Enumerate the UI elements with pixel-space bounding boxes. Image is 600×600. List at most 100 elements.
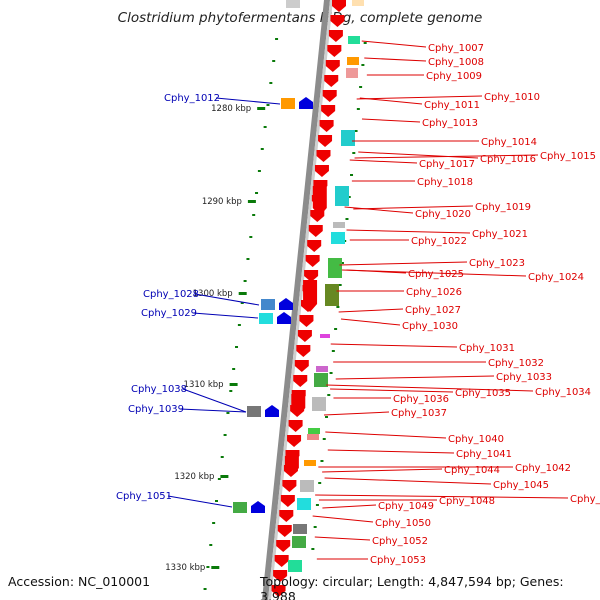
gene-label: Cphy_1014: [481, 137, 537, 148]
ruler-dot: [220, 456, 224, 458]
gene-label: Cphy_1044: [444, 465, 500, 476]
gene-arrow-reverse: [299, 97, 313, 109]
scale-label: 1310 kbp: [184, 380, 224, 390]
ruler-dot: [260, 148, 264, 150]
domain-block: [333, 222, 345, 228]
scale-tick: [257, 107, 266, 110]
scale-tick: [229, 383, 238, 386]
ruler-dot: [206, 566, 210, 568]
domain-block: [320, 334, 330, 338]
scale-label: 1330 kbp: [165, 563, 205, 573]
track-dot: [354, 130, 358, 132]
leader-line: [312, 515, 374, 523]
gene-label: Cphy_1033: [496, 372, 552, 383]
leader-line-left: [179, 408, 247, 413]
domain-block: [347, 57, 359, 65]
gene-label: Cphy_1011: [424, 100, 480, 111]
ruler-dot: [243, 280, 247, 282]
gene-arrow-forward: [318, 135, 333, 147]
gene-arrow-forward: [276, 540, 291, 552]
track-dot: [315, 504, 319, 506]
leader-line: [338, 308, 404, 313]
gene-label: Cphy_1046: [570, 494, 600, 505]
gene-arrow-forward: [271, 585, 286, 597]
leader-line: [325, 431, 447, 439]
track-dot: [325, 416, 329, 418]
leader-line: [346, 229, 471, 234]
gene-label: Cphy_1024: [528, 272, 584, 283]
leader-line: [330, 388, 454, 393]
ruler-dot: [229, 390, 233, 392]
gene-label: Cphy_1037: [391, 408, 447, 419]
leader-line: [340, 318, 401, 326]
gene-arrow-forward: [274, 555, 289, 567]
track-dot: [361, 64, 365, 66]
gene-label-left: Cphy_1012: [164, 93, 220, 104]
track-dot: [338, 284, 342, 286]
gene-label-left: Cphy_1039: [128, 404, 184, 415]
gene-label: Cphy_1040: [448, 434, 504, 445]
scale-tick: [211, 566, 220, 569]
domain-block: [341, 130, 355, 146]
ruler-dot: [215, 500, 218, 502]
domain-block: [346, 68, 358, 78]
gene-label: Cphy_1048: [439, 496, 495, 507]
leader-line-left: [215, 97, 281, 105]
reverse-gene-block: [259, 313, 273, 324]
ruler-dot: [272, 60, 276, 62]
leader-line: [335, 375, 495, 380]
leader-line: [356, 95, 483, 100]
gene-arrow-forward: [305, 255, 320, 267]
gene-label: Cphy_1041: [456, 449, 512, 460]
gene-arrow-forward: [308, 225, 323, 237]
domain-block: [288, 560, 302, 572]
gene-arrow-forward: [327, 45, 342, 57]
gene-label: Cphy_1052: [372, 536, 428, 547]
gene-arrow-forward: [328, 30, 343, 42]
scale-label: 1280 kbp: [211, 104, 251, 114]
track-dot: [313, 526, 317, 528]
gene-label: Cphy_1049: [378, 501, 434, 512]
domain-block: [316, 366, 328, 372]
ruler-dot: [249, 236, 253, 238]
gene-arrow-forward: [277, 525, 292, 537]
gene-label: Cphy_1013: [422, 118, 478, 129]
leader-line: [330, 343, 458, 348]
leader-line: [322, 504, 377, 509]
domain-block: [308, 428, 320, 434]
gene-label: Cphy_1022: [411, 236, 467, 247]
backbone-line: [262, 0, 330, 600]
gene-arrow-forward: [314, 165, 329, 177]
ruler-dot: [232, 368, 236, 370]
leader-line: [349, 159, 418, 164]
track-dot: [336, 306, 340, 308]
track-dot: [311, 548, 315, 550]
gene-label: Cphy_1021: [472, 229, 528, 240]
domain-block: [293, 524, 307, 534]
leader-line: [327, 449, 455, 454]
domain-block: [314, 373, 328, 387]
gene-label: Cphy_1007: [428, 43, 484, 54]
gene-arrow-forward: [303, 280, 318, 312]
leader-line: [315, 494, 569, 499]
gene-label: Cphy_1050: [375, 518, 431, 529]
track-dot: [320, 460, 324, 462]
gene-label-left: Cphy_1029: [141, 308, 197, 319]
gene-arrow-forward: [299, 315, 314, 327]
scale-label: 1320 kbp: [174, 472, 214, 482]
gene-arrow-forward: [325, 60, 340, 72]
gene-label: Cphy_1009: [426, 71, 482, 82]
gene-arrow-forward: [322, 90, 337, 102]
domain-block: [312, 397, 326, 411]
gene-label-left: Cphy_1051: [116, 491, 172, 502]
gene-arrow-forward: [282, 480, 297, 492]
gene-arrow-reverse: [279, 298, 293, 310]
gene-arrow-forward: [316, 150, 331, 162]
track-dot: [329, 372, 333, 374]
gene-arrow-forward: [312, 186, 327, 216]
gene-arrow-forward: [273, 570, 288, 582]
scale-tick: [220, 475, 229, 478]
gene-label: Cphy_1018: [417, 177, 473, 188]
domain-block: [307, 434, 319, 440]
